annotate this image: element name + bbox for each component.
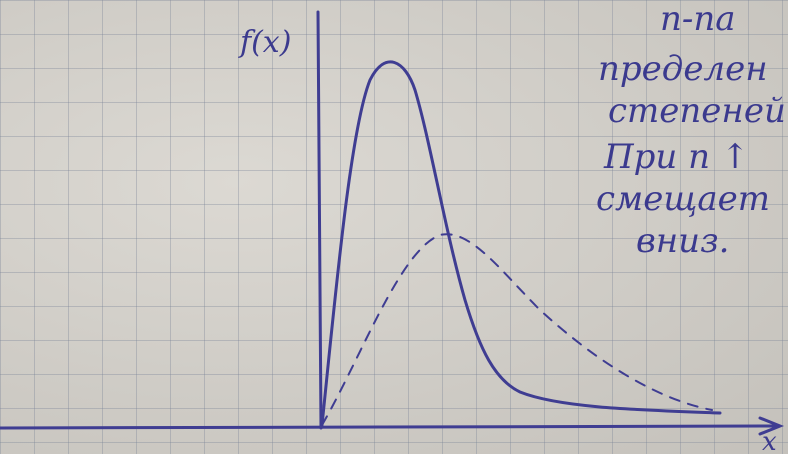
x-axis [0, 426, 778, 428]
y-axis-label: f(x) [238, 25, 291, 60]
note-line: n-па [660, 0, 736, 39]
note: n-па пределен степеней При n ↑ смещает в… [596, 0, 786, 261]
x-axis-label: x [762, 427, 777, 454]
dashed-curve [322, 234, 712, 425]
note-line: пределен [598, 49, 768, 89]
note-line: вниз. [636, 221, 729, 261]
note-line: При n ↑ [603, 137, 749, 177]
sketch: f(x) x n-па пределен степеней При n ↑ см… [0, 0, 788, 454]
note-line: степеней [608, 91, 786, 131]
y-axis [318, 12, 321, 428]
notebook-page: f(x) x n-па пределен степеней При n ↑ см… [0, 0, 788, 454]
note-line: смещает [596, 179, 770, 219]
